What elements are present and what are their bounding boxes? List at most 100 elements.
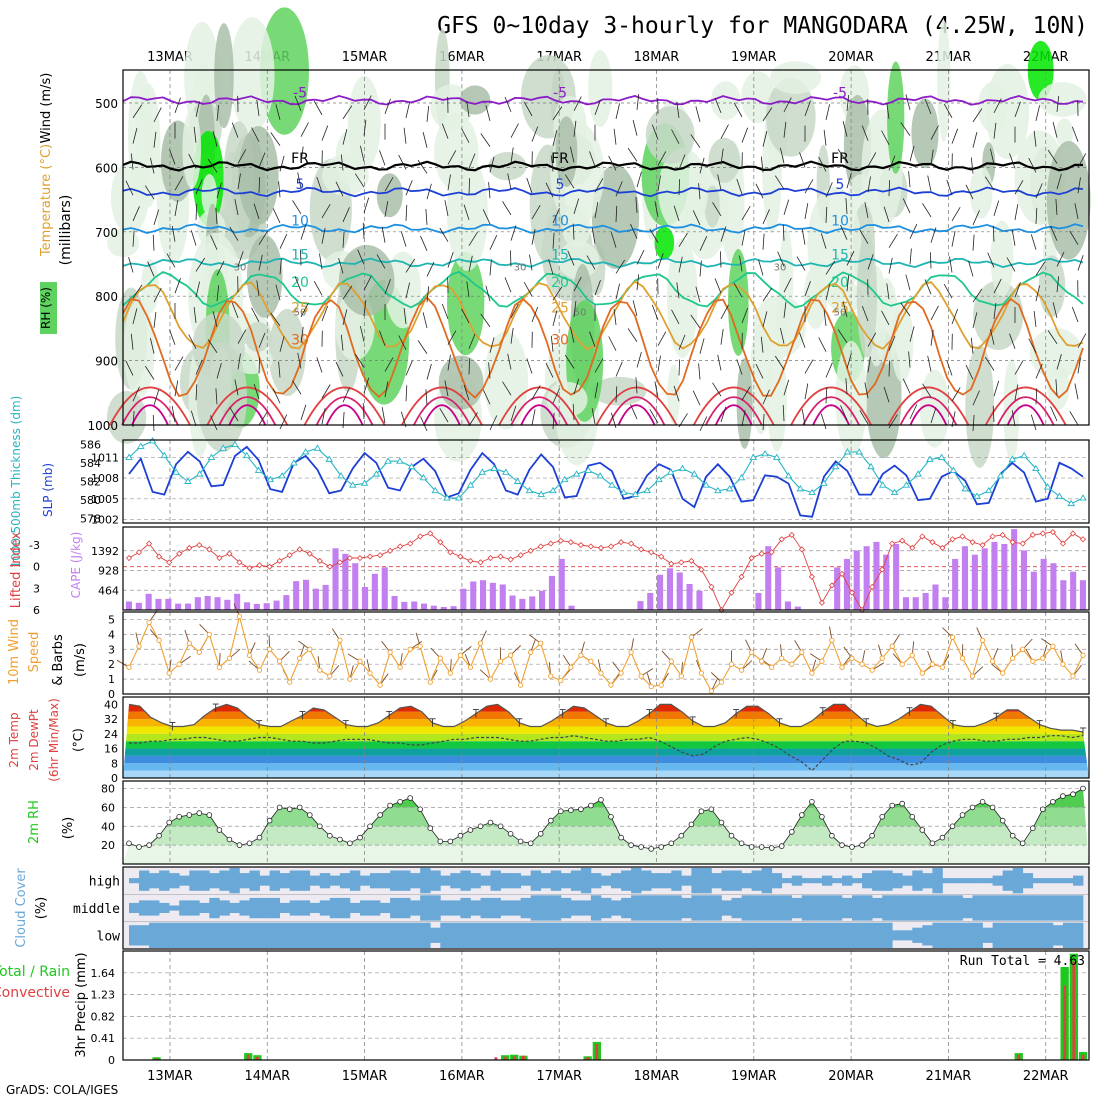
wind-barb [362,402,365,420]
precip-convective-bar [512,1056,516,1060]
wind-barb [258,332,266,348]
thickness-point [502,468,510,475]
wind-barb [313,281,323,296]
cloud-cell-high [490,870,501,891]
wind-barb [552,286,563,301]
cape-bar [499,584,506,610]
wind-barb [654,201,659,217]
wind-barb [340,154,344,171]
cloud-cell-middle [490,897,501,919]
wind-barb [510,327,514,344]
precip-convective-bar [586,1057,590,1060]
wind-barb [951,206,961,222]
wind-barb [930,149,934,166]
wind-barb [1035,183,1043,199]
cloud-cell-low [932,922,943,948]
wind-barb [215,388,218,405]
cloud-cell-low [1042,922,1054,948]
wind-barb [720,328,724,345]
cloud-cell-middle [892,895,903,921]
rh-point [648,846,654,852]
cloud-cell-middle [631,895,642,921]
wind-barb [825,182,833,198]
precip-convective-bar [1017,1054,1021,1060]
lifted-index-point [587,543,595,550]
wind-barb [627,147,638,162]
warm-dome-contour [206,386,289,426]
rh-point [537,830,544,837]
rh-point [969,804,976,811]
warm-dome-contour [617,404,656,426]
cloud-cell-middle [269,897,280,919]
wind-barb [762,107,773,122]
wind-barb [636,171,642,188]
cloud-cell-low [209,922,220,948]
cape-bar [637,601,644,610]
wind-speed-point [879,655,885,661]
wind-barb [188,153,197,169]
cloud-cell-low [731,922,742,948]
rh-point [979,798,986,805]
wind-barb [671,309,680,325]
rh-shade-cell [259,7,309,135]
dewpoint-line [129,735,1084,772]
lifted-index-point [125,554,133,562]
wind-barb [552,130,558,146]
rh-band [123,788,1089,808]
wind-barb [292,200,302,215]
wind-barb [972,108,983,123]
cloud-cell-middle [982,895,993,921]
cloud-cell-low [601,922,612,948]
cloud-cell-high [852,878,863,884]
rh-point [286,806,293,813]
wind-barb [888,257,893,274]
lifted-index-point [658,553,665,560]
cloud-cell-high [590,873,602,889]
cloud-cell-middle [882,895,893,921]
wind-barb [615,205,618,222]
wind-barb [720,148,724,165]
wind-barb [572,403,575,421]
wind-barb [234,199,239,215]
wind-barb [153,287,162,303]
lifted-index-point [678,559,685,566]
wind-tick-1: 1 [108,673,115,686]
warm-dome-contour [109,386,191,426]
rh-shade-cell [136,83,161,208]
wind-barb [573,198,580,215]
wind-barb [657,151,667,166]
cloud-cell-high [570,870,582,891]
wind-barb [741,386,751,401]
wind-barb [1035,105,1040,121]
wind-barb [924,98,932,115]
rh-tick-60: 60 [101,801,115,814]
wind-barb [548,258,554,275]
wind-barb [649,228,659,243]
cloud-cell-high [169,873,180,889]
wind-speed-point [517,682,524,688]
cloud-cell-high [992,875,1003,886]
wind-barb [591,408,596,425]
rh-point [598,797,604,803]
wind-barb [649,409,659,424]
cloud-cell-high [1073,875,1084,886]
wind-barb [774,175,785,190]
cape-bar [293,581,300,610]
wind-barb [354,173,365,188]
cloud-cell-high [1062,878,1074,884]
wind-barb [695,106,701,122]
cloud-cell-high [530,870,542,891]
lifted-tick--3: -3 [29,539,40,552]
cloud-unit-label: (%) [34,897,49,920]
wind-barb [1050,406,1058,422]
cape-bar [893,544,900,610]
precip-tick-1.23: 1.23 [91,989,116,1002]
wind-barb [1030,234,1037,250]
wind-barb [300,224,307,240]
lifted-index-point [969,539,976,546]
cape-bar [519,598,526,610]
wind-barb [1014,101,1021,118]
thickness-point [560,475,569,483]
wind-speed-point [708,688,715,694]
cloud-cell-low [590,922,602,948]
